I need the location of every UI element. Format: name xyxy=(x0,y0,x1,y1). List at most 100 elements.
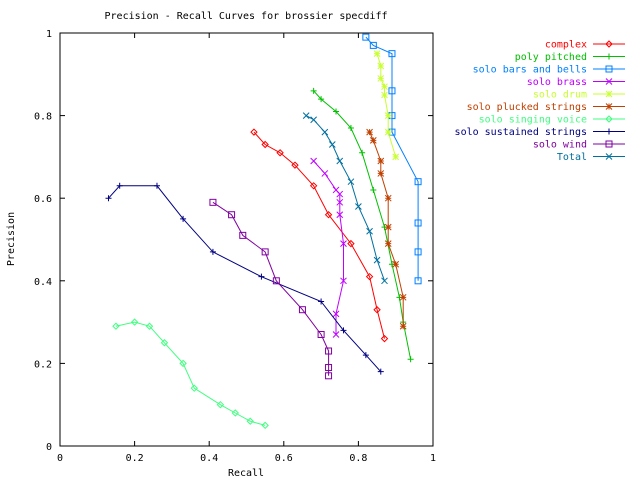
data-point-marker xyxy=(347,178,355,186)
data-point-marker xyxy=(310,116,317,124)
chart-title: Precision - Recall Curves for brossier s… xyxy=(105,11,388,22)
data-point-marker xyxy=(373,50,381,58)
series-poly-pitched xyxy=(310,87,414,363)
data-point-marker xyxy=(325,364,333,372)
legend-label: solo wind xyxy=(533,140,587,151)
y-tick-label: 0.4 xyxy=(34,277,52,288)
data-point-marker xyxy=(388,50,396,58)
data-point-marker xyxy=(246,417,254,425)
data-point-marker xyxy=(384,240,392,247)
y-axis: 0 0.2 0.4 0.6 0.8 1 xyxy=(34,29,433,453)
data-point-marker xyxy=(380,334,389,343)
data-point-marker xyxy=(414,248,422,256)
data-point-marker xyxy=(605,153,613,160)
data-point-marker xyxy=(130,318,139,326)
data-point-marker xyxy=(317,330,325,338)
data-point-marker xyxy=(407,356,414,363)
series-line xyxy=(369,131,404,327)
y-tick-label: 0.8 xyxy=(34,112,52,123)
series-line xyxy=(365,36,419,281)
data-point-marker xyxy=(216,400,225,409)
data-point-marker xyxy=(381,277,388,285)
data-point-marker xyxy=(384,223,392,231)
data-point-marker xyxy=(332,331,340,338)
data-point-marker xyxy=(366,128,373,136)
legend-entry: solo singing voice xyxy=(479,115,625,126)
y-tick-label: 0 xyxy=(46,442,52,453)
x-tick-label: 0.8 xyxy=(349,453,367,464)
data-point-marker xyxy=(261,421,269,430)
data-point-marker xyxy=(392,153,400,161)
series-total xyxy=(302,112,388,285)
y-axis-label: Precision xyxy=(6,212,17,266)
data-point-marker xyxy=(366,227,373,235)
plot-frame xyxy=(59,32,434,447)
data-point-marker xyxy=(340,327,347,334)
data-point-marker xyxy=(291,161,299,169)
data-point-marker xyxy=(606,128,612,135)
data-point-marker xyxy=(321,128,329,136)
data-point-marker xyxy=(377,75,385,82)
legend-entry: poly pitched xyxy=(515,52,625,63)
data-point-marker xyxy=(370,186,377,193)
legend-label: solo brass xyxy=(527,77,587,88)
data-point-marker xyxy=(340,277,347,285)
data-point-marker xyxy=(336,190,344,198)
legend-entry: solo drum xyxy=(533,90,625,101)
data-point-marker xyxy=(605,140,613,148)
legend-entry: solo plucked strings xyxy=(467,102,625,113)
data-point-marker xyxy=(145,322,154,330)
data-point-marker xyxy=(318,96,325,103)
data-point-marker xyxy=(325,347,333,355)
data-point-marker xyxy=(347,124,354,131)
data-point-marker xyxy=(359,149,366,156)
data-point-marker xyxy=(336,198,344,206)
data-point-marker xyxy=(399,293,407,301)
data-point-marker xyxy=(605,65,613,73)
data-point-marker xyxy=(332,310,340,318)
data-point-marker xyxy=(605,78,613,85)
legend-label: solo drum xyxy=(533,90,587,101)
data-point-marker xyxy=(112,322,120,330)
data-point-marker xyxy=(310,87,317,94)
data-point-marker xyxy=(347,239,355,248)
series-solo-sustained-strings xyxy=(105,182,384,375)
data-point-marker xyxy=(362,352,369,359)
data-point-marker xyxy=(373,256,381,264)
series-solo-wind xyxy=(209,198,333,380)
legend-entry: complex xyxy=(545,40,625,51)
data-point-marker xyxy=(605,115,613,123)
legend-label: solo plucked strings xyxy=(467,102,587,113)
data-point-marker xyxy=(377,368,384,375)
data-point-marker xyxy=(328,141,336,148)
y-tick-label: 0.2 xyxy=(34,359,52,370)
data-point-marker xyxy=(298,306,306,314)
legend-label: complex xyxy=(545,40,587,51)
data-point-marker xyxy=(605,90,613,98)
data-point-marker xyxy=(209,198,217,206)
y-tick-label: 1 xyxy=(46,29,52,40)
data-point-marker xyxy=(179,359,187,368)
data-point-marker xyxy=(180,215,187,222)
series-solo-plucked-strings xyxy=(366,128,407,330)
data-point-marker xyxy=(384,128,392,136)
series-solo-singing-voice xyxy=(112,318,269,430)
data-point-marker xyxy=(384,194,392,202)
data-point-marker xyxy=(209,248,216,255)
legend-entry: solo brass xyxy=(527,77,625,88)
data-point-marker xyxy=(310,157,317,165)
data-point-marker xyxy=(377,157,385,165)
data-point-marker xyxy=(272,277,280,285)
legend-entry: solo wind xyxy=(533,140,625,151)
series-line xyxy=(253,131,385,339)
legend-label: solo sustained strings xyxy=(455,127,587,138)
x-axis: 0 0.2 0.4 0.6 0.8 1 xyxy=(57,33,436,464)
data-point-marker xyxy=(153,182,160,189)
series-solo-brass xyxy=(310,157,347,338)
data-point-marker xyxy=(321,170,329,177)
x-tick-label: 0.2 xyxy=(126,453,144,464)
x-tick-label: 0 xyxy=(57,453,63,464)
data-point-marker xyxy=(324,211,333,219)
